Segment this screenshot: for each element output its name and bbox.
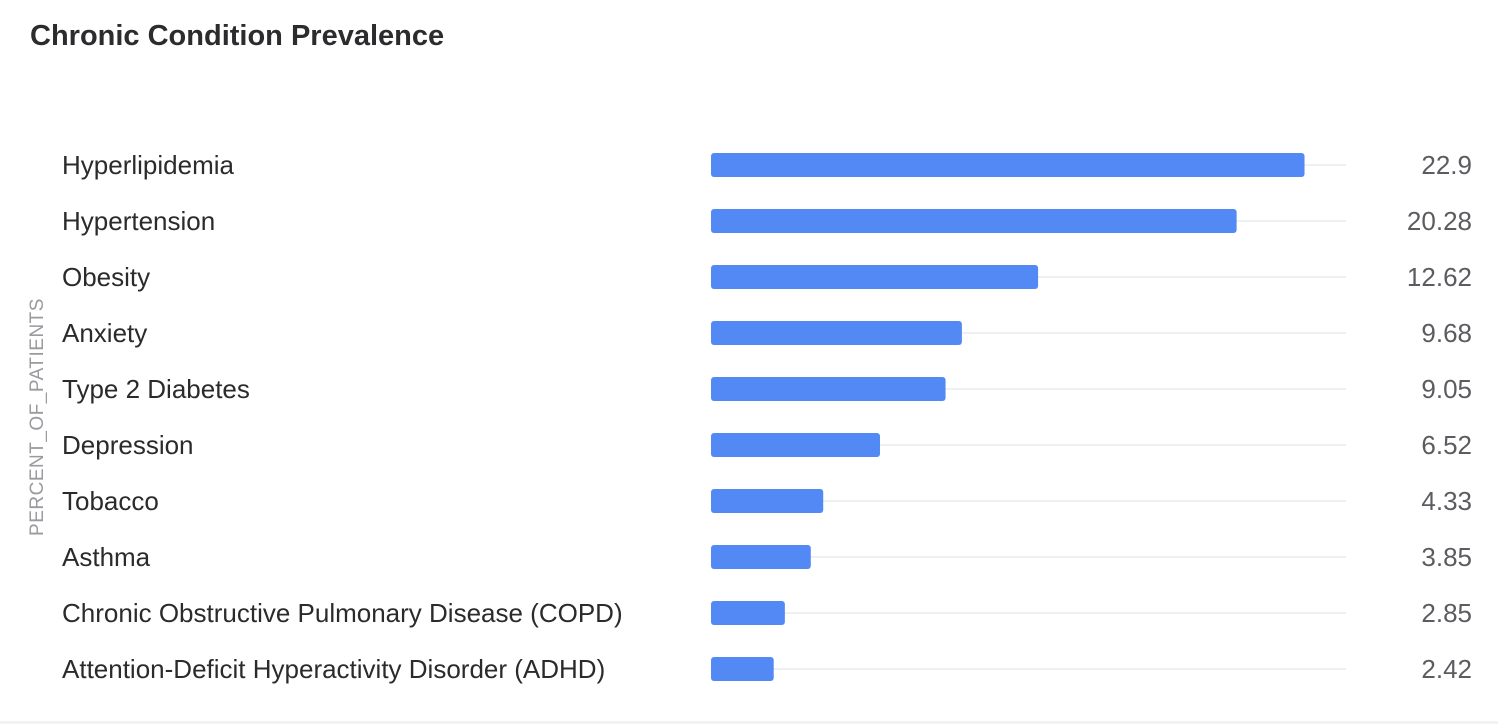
category-label: Tobacco [62, 486, 159, 516]
category-label: Depression [62, 430, 194, 460]
value-label: 3.85 [1421, 542, 1472, 572]
value-label: 12.62 [1407, 262, 1472, 292]
category-label: Chronic Obstructive Pulmonary Disease (C… [62, 598, 623, 628]
category-label: Type 2 Diabetes [62, 374, 250, 404]
bar [711, 265, 1039, 289]
bar [711, 601, 785, 625]
value-label: 6.52 [1421, 430, 1472, 460]
bar [711, 209, 1237, 233]
bar [711, 321, 962, 345]
bar [711, 153, 1305, 177]
bar [711, 377, 946, 401]
category-label: Attention-Deficit Hyperactivity Disorder… [62, 654, 605, 684]
value-label: 9.68 [1421, 318, 1472, 348]
bar [711, 489, 824, 513]
value-label: 9.05 [1421, 374, 1472, 404]
category-label: Obesity [62, 262, 150, 292]
bar [711, 433, 880, 457]
bottom-divider [0, 721, 1498, 724]
value-label: 20.28 [1407, 206, 1472, 236]
chart-title: Chronic Condition Prevalence [30, 20, 445, 52]
category-label: Anxiety [62, 318, 147, 348]
value-label: 2.42 [1421, 654, 1472, 684]
category-label: Asthma [62, 542, 151, 572]
bar [711, 657, 774, 681]
value-label: 2.85 [1421, 598, 1472, 628]
value-label: 22.9 [1421, 150, 1472, 180]
value-label: 4.33 [1421, 486, 1472, 516]
bar [711, 545, 811, 569]
category-label: Hyperlipidemia [62, 150, 234, 180]
category-label: Hypertension [62, 206, 215, 236]
